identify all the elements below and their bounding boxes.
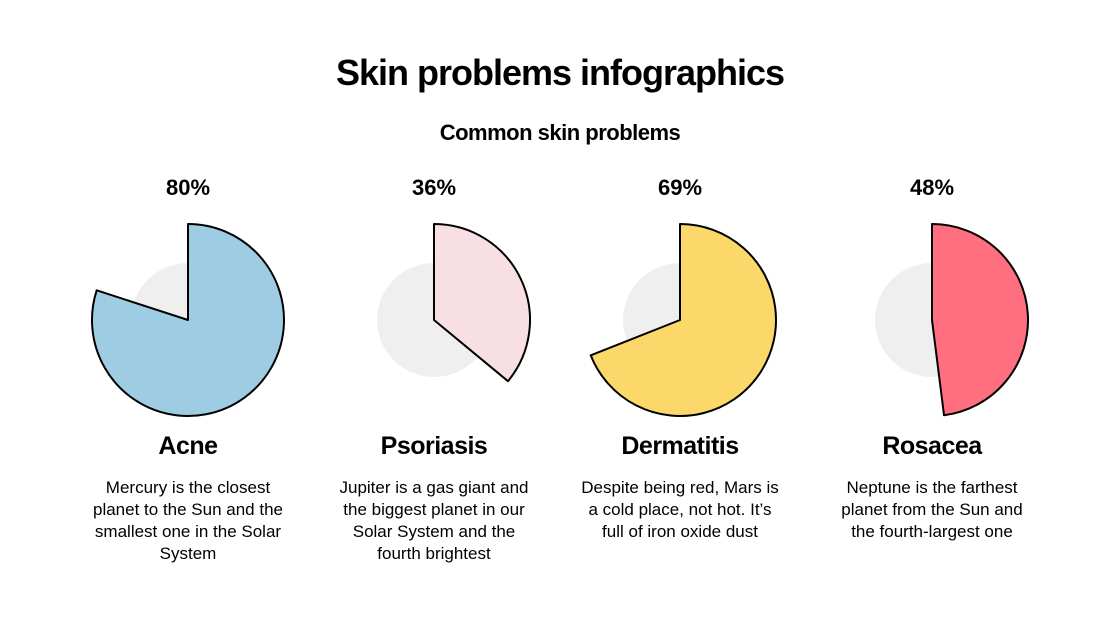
pie-title: Dermatitis xyxy=(621,432,739,460)
pie-slice xyxy=(433,223,531,383)
pie-slice xyxy=(589,223,777,417)
description: Neptune is the farthest planet from the … xyxy=(841,478,1023,541)
subtitle: Common skin problems xyxy=(439,120,681,145)
title: Skin problems infographics xyxy=(335,52,785,93)
pie-title: Psoriasis xyxy=(380,432,488,460)
description: Mercury is the closest planet to the Sun… xyxy=(93,478,283,563)
pie-title: Rosacea xyxy=(882,432,982,460)
description: Jupiter is a gas giant and the biggest p… xyxy=(339,478,529,563)
value-label: 80% xyxy=(165,175,211,200)
description: Despite being red, Mars is a cold place,… xyxy=(581,478,779,541)
pie-title: Acne xyxy=(158,432,218,460)
value-label: 36% xyxy=(411,175,457,200)
pie-slice xyxy=(931,223,1029,417)
value-label: 69% xyxy=(657,175,703,200)
pie-slice xyxy=(91,223,285,417)
value-label: 48% xyxy=(909,175,955,200)
